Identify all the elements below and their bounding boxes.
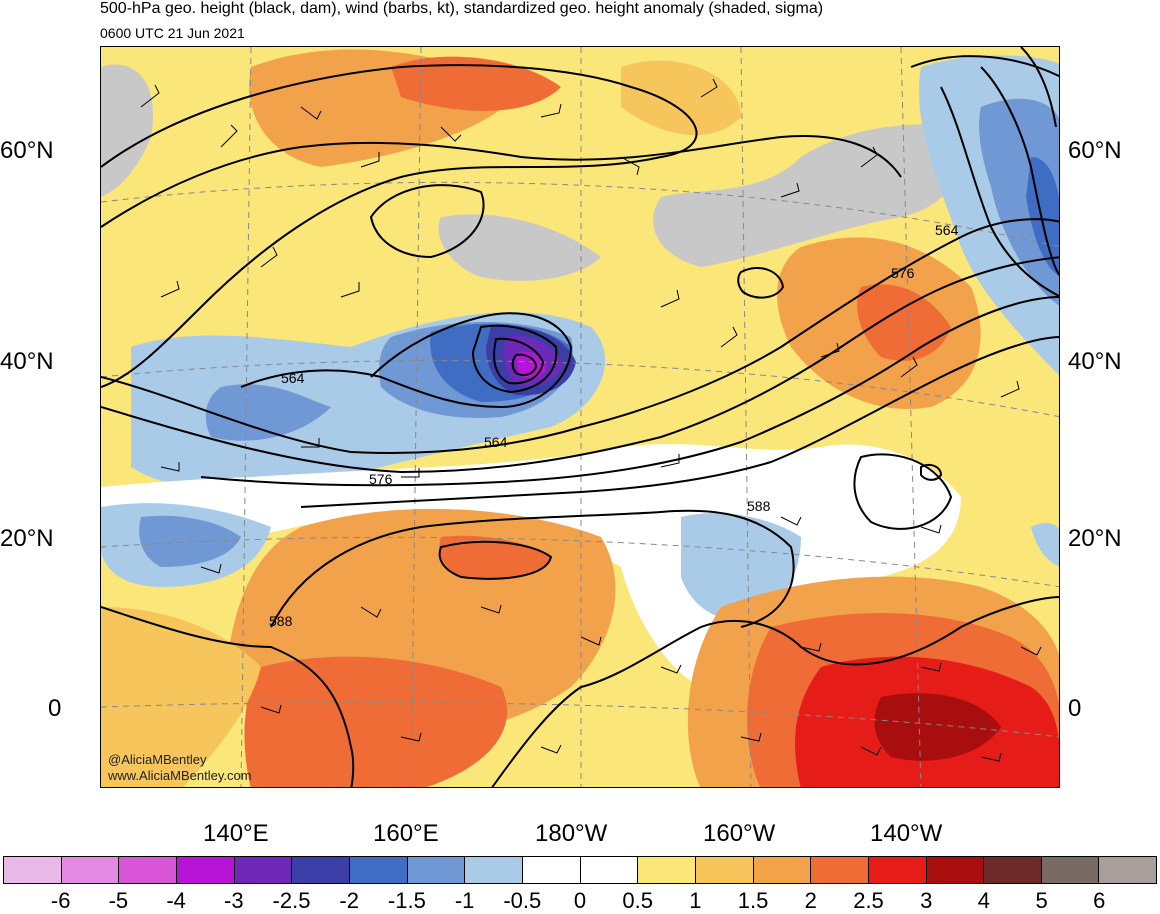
lon-label: 160°E — [373, 820, 439, 847]
lat-label-right: 0 — [1068, 695, 1082, 722]
colorbar-label: 3 — [920, 888, 933, 913]
lon-label: 180°W — [535, 820, 608, 847]
map-panel: 564 564 564 576 576 588 588 — [100, 46, 1060, 788]
colorbar-swatch — [61, 857, 120, 883]
height-contours — [101, 47, 1059, 787]
colorbar-swatch — [580, 857, 639, 883]
contour-label: 564 — [935, 222, 959, 238]
colorbar-swatch — [234, 857, 293, 883]
colorbar-label: -2.5 — [272, 888, 311, 913]
contour-label: 576 — [891, 265, 915, 281]
colorbar-label: -5 — [108, 888, 129, 913]
colorbar-label: 0 — [573, 888, 587, 913]
lon-label: 160°W — [703, 820, 776, 847]
colorbar-swatch — [695, 857, 754, 883]
contour-label: 564 — [281, 370, 305, 386]
colorbar-label: 1.5 — [737, 888, 769, 913]
colorbar-swatch — [1099, 857, 1157, 883]
colorbar-label: -1.5 — [387, 888, 426, 913]
lat-label-right: 20°N — [1068, 525, 1122, 552]
contour-labels: 564 564 564 576 576 588 588 — [269, 222, 959, 629]
map-svg: 564 564 564 576 576 588 588 — [101, 47, 1059, 787]
contour-label: 588 — [269, 613, 293, 629]
valid-time: 0600 UTC 21 Jun 2021 — [100, 25, 245, 41]
colorbar-swatch — [753, 857, 812, 883]
colorbar-swatch — [407, 857, 466, 883]
colorbar-label: -0.5 — [503, 888, 542, 913]
lat-label-left: 40°N — [0, 348, 54, 375]
colorbar-label: 5 — [1035, 888, 1048, 913]
colorbar-swatch — [638, 857, 696, 883]
colorbar-swatch — [1041, 857, 1100, 883]
lat-label-left: 60°N — [0, 137, 54, 164]
graticule — [101, 47, 1059, 787]
colorbar-label: 6 — [1093, 888, 1106, 913]
credit-handle: @AliciaMBentley — [108, 752, 207, 767]
contour-label: 564 — [484, 434, 508, 450]
colorbar-swatch — [292, 857, 350, 883]
colorbar-swatch — [119, 857, 177, 883]
lon-label: 140°W — [870, 820, 943, 847]
colorbar-label: -3 — [224, 888, 244, 913]
colorbar-label: -6 — [50, 888, 71, 913]
lat-label-left: 0 — [48, 695, 62, 722]
colorbar — [3, 856, 1157, 884]
lon-label: 140°E — [203, 820, 269, 847]
colorbar-swatch — [984, 857, 1042, 883]
colorbar-swatch — [926, 857, 985, 883]
chart-title: 500-hPa geo. height (black, dam), wind (… — [100, 0, 824, 17]
colorbar-swatch — [868, 857, 927, 883]
colorbar-label: -2 — [339, 888, 359, 913]
lat-label-left: 20°N — [0, 525, 54, 552]
colorbar-swatch — [811, 857, 869, 883]
lat-label-right: 40°N — [1068, 348, 1122, 375]
colorbar-swatch — [522, 857, 581, 883]
colorbar-label: 2.5 — [853, 888, 884, 913]
lat-label-right: 60°N — [1068, 137, 1122, 164]
colorbar-swatch — [4, 857, 62, 883]
colorbar-label: -4 — [166, 888, 186, 913]
colorbar-label: 1 — [689, 888, 702, 913]
colorbar-label: 2 — [804, 888, 817, 913]
colorbar-swatch — [176, 857, 235, 883]
colorbar-label: 0.5 — [622, 888, 653, 913]
colorbar-label: 4 — [977, 888, 991, 913]
colorbar-swatch — [349, 857, 408, 883]
wind-barbs — [140, 78, 1042, 762]
colorbar-label: -1 — [454, 888, 475, 913]
contour-label: 576 — [369, 471, 393, 487]
colorbar-swatch — [465, 857, 523, 883]
contour-label: 588 — [747, 498, 771, 514]
credit-url: www.AliciaMBentley.com — [108, 768, 252, 783]
colorbar-labels: -6 -5 -4 -3 -2.5 -2 -1.5 -1 -0.5 0 0.5 1 1.5 2 2.5 3 4 5 6 — [0, 888, 1160, 914]
